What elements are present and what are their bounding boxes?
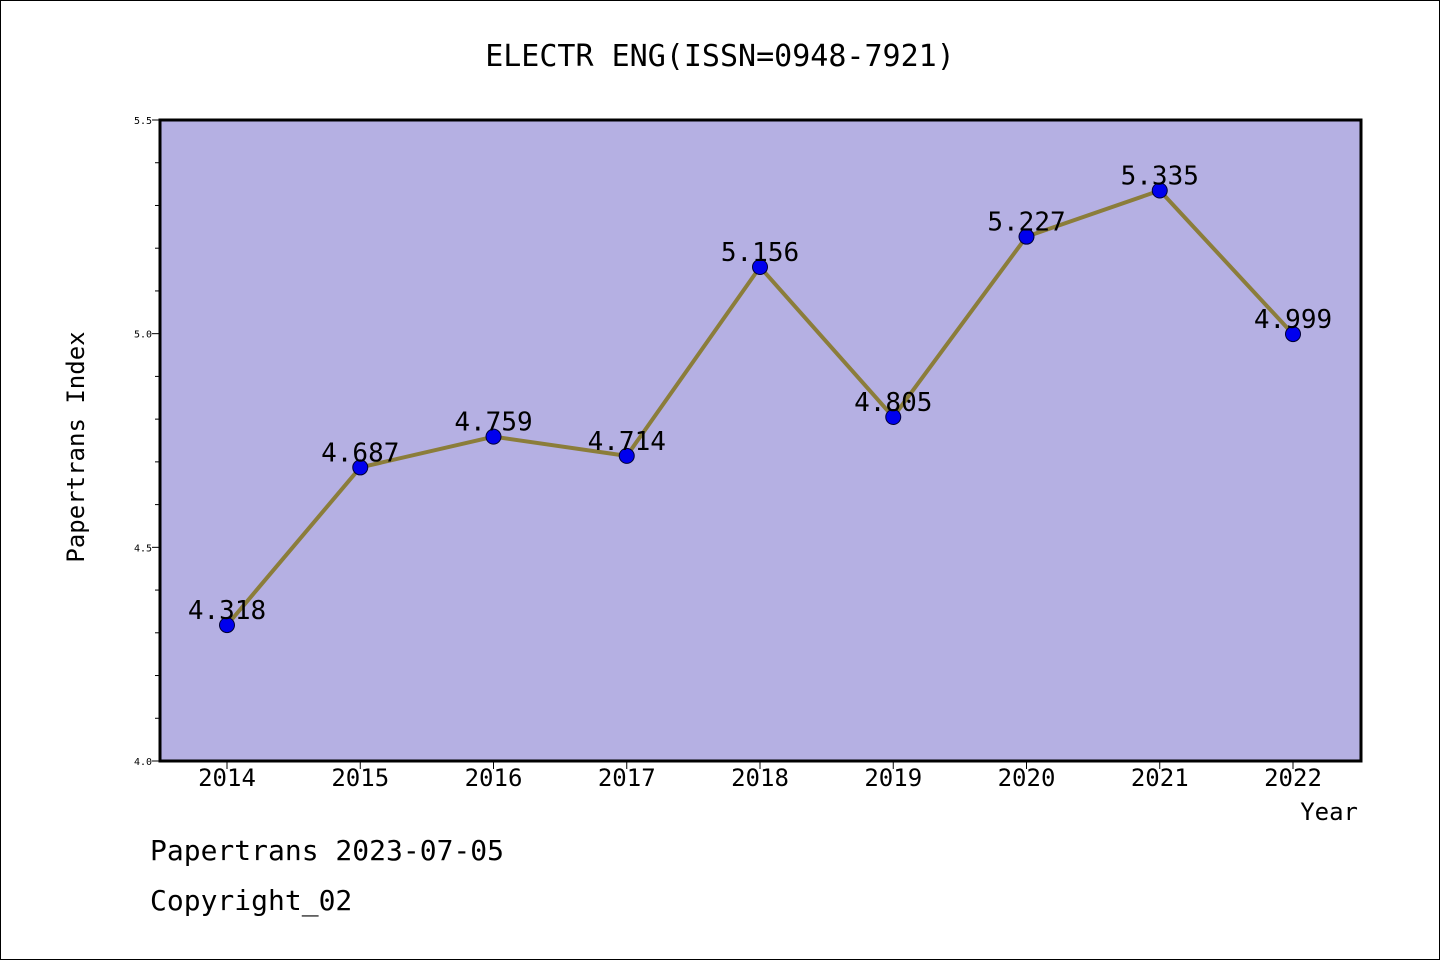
data-label: 4.999 <box>1254 305 1332 335</box>
data-label: 4.759 <box>454 408 532 438</box>
plot-area <box>158 118 1363 763</box>
data-point <box>618 447 635 464</box>
data-point <box>485 428 502 445</box>
data-label: 4.318 <box>188 596 266 626</box>
data-label: 4.714 <box>588 427 666 457</box>
data-label: 4.687 <box>321 438 399 468</box>
y-tick-label: 4.5 <box>134 543 152 554</box>
x-tick-label: 2018 <box>731 764 789 792</box>
data-point <box>885 408 902 425</box>
data-point <box>352 459 369 476</box>
data-label: 5.335 <box>1121 162 1199 192</box>
x-axis: 2014 2015 2016 2017 2018 2019 2020 2021 2022 <box>198 761 1322 792</box>
data-point <box>752 259 768 276</box>
x-tick-label: 2022 <box>1264 764 1322 792</box>
y-axis: 4.0 4.5 5.0 5.5 <box>134 116 160 768</box>
x-axis-label: Year <box>1300 798 1358 826</box>
y-tick-label: 5.5 <box>134 116 152 127</box>
data-point <box>1285 326 1301 343</box>
x-tick-label: 2015 <box>331 764 389 792</box>
y-tick-label: 4.0 <box>134 757 152 768</box>
x-tick-label: 2014 <box>198 764 256 792</box>
data-point <box>219 617 235 634</box>
footer-copyright-text: Copyright_02 <box>150 884 353 917</box>
data-point <box>1151 182 1168 199</box>
y-tick-label: 5.0 <box>134 330 152 341</box>
data-label: 5.156 <box>721 238 799 268</box>
data-label: 4.805 <box>854 388 932 418</box>
data-point <box>1018 228 1035 245</box>
data-label: 5.227 <box>987 208 1065 238</box>
x-tick-label: 2017 <box>598 764 656 792</box>
x-tick-label: 2021 <box>1131 764 1189 792</box>
y-axis-label: Papertrans Index <box>62 331 90 562</box>
x-tick-label: 2016 <box>465 764 523 792</box>
footer-date-text: Papertrans 2023-07-05 <box>150 834 505 867</box>
series-layer: 4.318 4.687 4.759 4.714 5.156 4.805 5.227 5.335… <box>188 162 1332 634</box>
x-tick-label: 2020 <box>998 764 1056 792</box>
x-tick-label: 2019 <box>864 764 922 792</box>
chart-title: ELECTR ENG(ISSN=0948-7921) <box>485 39 955 74</box>
